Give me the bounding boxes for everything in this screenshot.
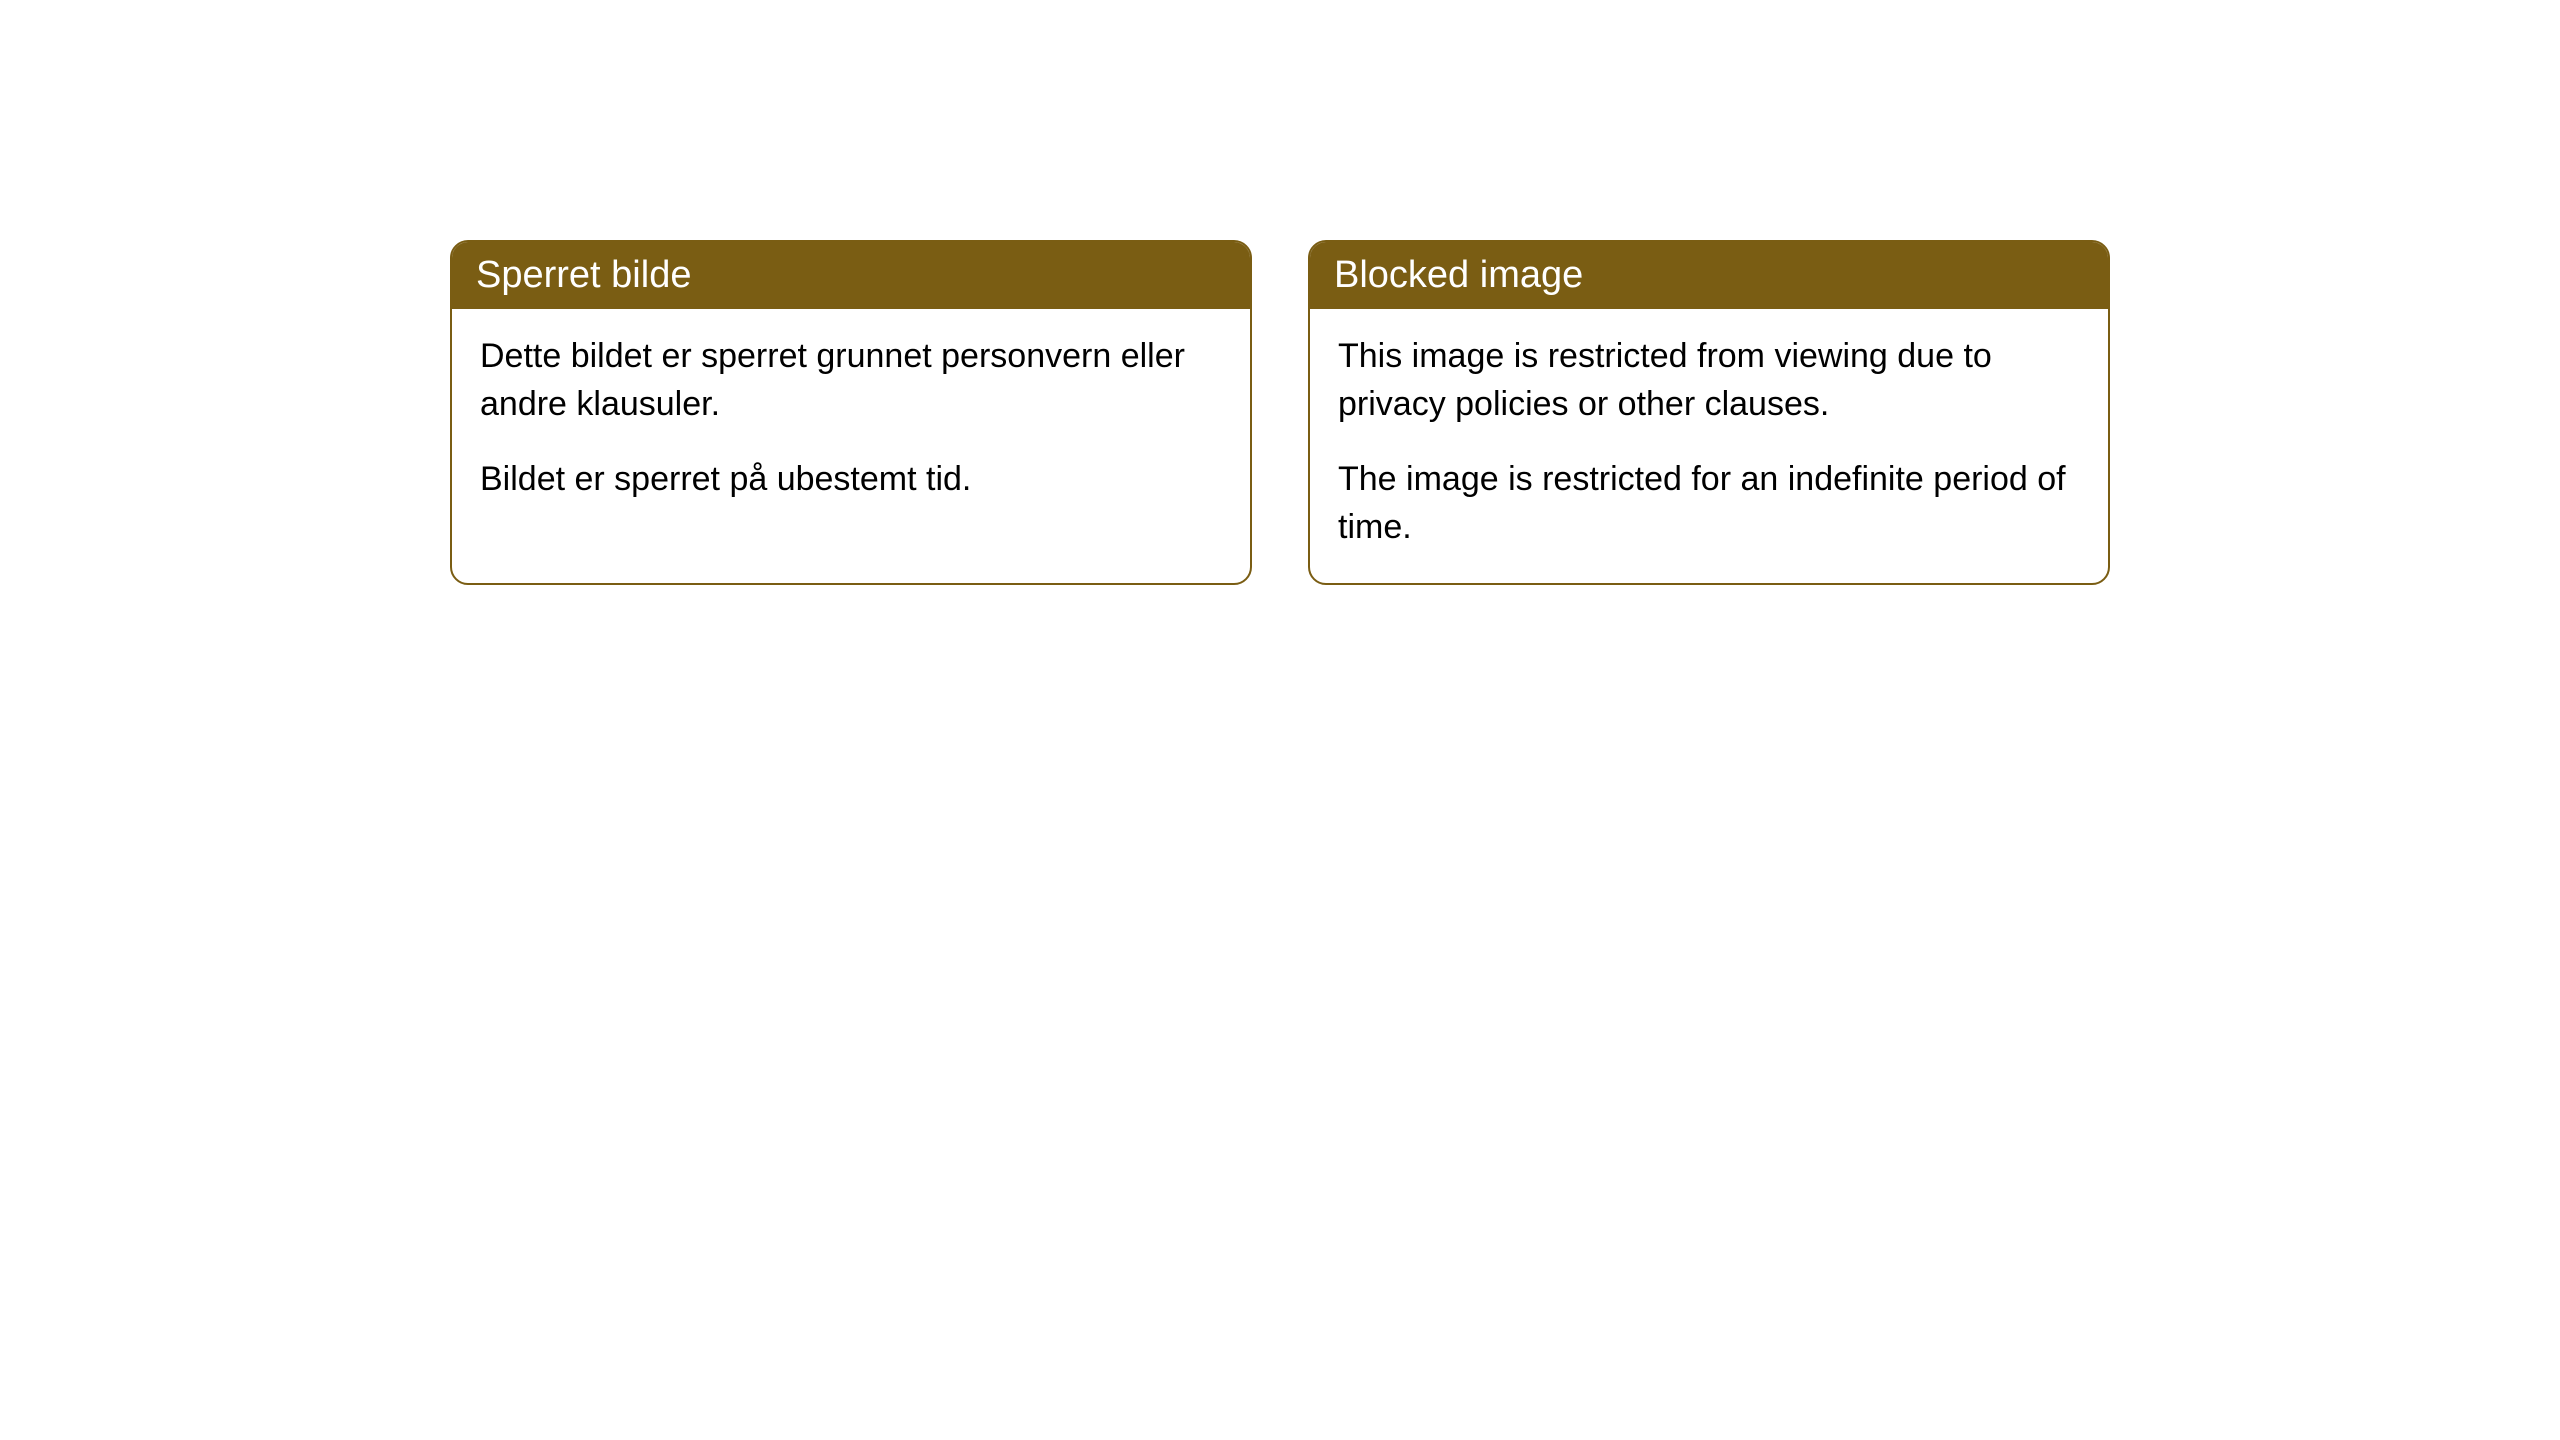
card-title-english: Blocked image [1334, 254, 1583, 296]
card-title-norwegian: Sperret bilde [476, 254, 691, 296]
card-body-english: This image is restricted from viewing du… [1310, 309, 2108, 583]
card-body-norwegian: Dette bildet er sperret grunnet personve… [452, 309, 1250, 536]
notice-container: Sperret bilde Dette bildet er sperret gr… [0, 0, 2560, 585]
card-paragraph-2-english: The image is restricted for an indefinit… [1338, 456, 2080, 551]
card-paragraph-2-norwegian: Bildet er sperret på ubestemt tid. [480, 456, 1222, 504]
card-header-norwegian: Sperret bilde [452, 242, 1250, 309]
card-paragraph-1-english: This image is restricted from viewing du… [1338, 333, 2080, 428]
card-paragraph-1-norwegian: Dette bildet er sperret grunnet personve… [480, 333, 1222, 428]
blocked-image-card-norwegian: Sperret bilde Dette bildet er sperret gr… [450, 240, 1252, 585]
card-header-english: Blocked image [1310, 242, 2108, 309]
blocked-image-card-english: Blocked image This image is restricted f… [1308, 240, 2110, 585]
